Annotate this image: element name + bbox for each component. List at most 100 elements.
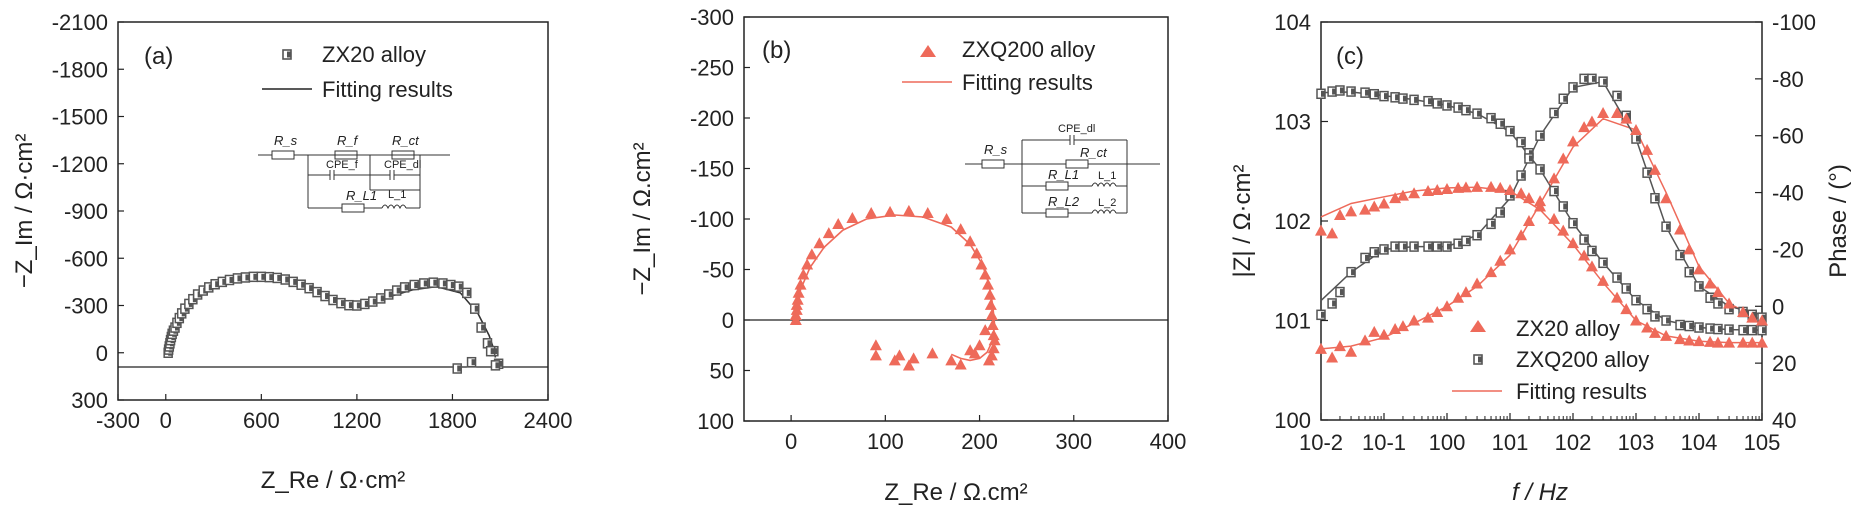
y-tick-label: 101 [1274, 309, 1311, 334]
data-point-fill [309, 285, 313, 292]
data-point-fill [1402, 243, 1407, 250]
data-point-fill [1414, 96, 1418, 103]
data-point [869, 339, 882, 351]
data-point-fill [261, 273, 265, 280]
data-point [1548, 172, 1561, 184]
panel-a-y-axis: -2100 -1800 -1500 -1200 -900 -600 -300 0 300 [52, 10, 124, 413]
data-point [869, 349, 882, 361]
data-point-fill [1351, 269, 1355, 276]
data-point-fill [1437, 100, 1441, 107]
x-tick-label: 100 [1429, 430, 1466, 455]
panel-a-label: (a) [144, 43, 173, 70]
data-point [1441, 300, 1453, 312]
data-point-fill [1465, 107, 1470, 114]
data-point [945, 354, 958, 366]
data-point-fill [237, 275, 241, 282]
panel-c-legend: ZX20 alloy ZXQ200 alloy Fitting results [1452, 316, 1649, 404]
data-point-fill [1540, 132, 1544, 139]
data-point [1704, 277, 1717, 289]
data-point-fill [1365, 254, 1369, 261]
data-point-fill [253, 273, 257, 280]
data-point-fill [340, 300, 345, 307]
data-point-fill [1563, 203, 1567, 210]
data-point [1333, 208, 1346, 220]
data-point-fill [222, 278, 226, 285]
data-point [1578, 121, 1591, 133]
data-point-fill [433, 279, 437, 286]
legend-marker-square-fill [287, 51, 291, 58]
data-point-fill [1680, 322, 1684, 329]
data-point-fill [1680, 252, 1684, 259]
data-point-fill [458, 283, 463, 290]
data-point [791, 293, 804, 305]
data-point-fill [1332, 88, 1336, 95]
data-point-fill [1384, 246, 1388, 253]
data-point-fill [1374, 91, 1378, 98]
data-point-fill [1339, 289, 1344, 296]
legend-entry-zx20: ZX20 alloy [322, 42, 426, 67]
data-point [1620, 303, 1633, 315]
data-point-fill [1374, 249, 1378, 256]
y-tick-label: -1200 [52, 152, 108, 177]
panel-c-bode: 10-2 10-1 100 101 102 103 104 105 1001011021031… [1229, 10, 1852, 506]
data-point-fill [1528, 155, 1533, 162]
y-tick-label: 103 [1274, 110, 1311, 135]
data-point-fill [333, 296, 337, 303]
data-point-fill [1458, 104, 1462, 111]
data-point-fill [1437, 243, 1441, 250]
y2-tick-label: 0 [1772, 294, 1784, 319]
data-point-fill [1647, 169, 1651, 176]
data-point-fill [414, 282, 418, 289]
data-point-fill [1477, 232, 1481, 239]
data-point-fill [1699, 283, 1703, 290]
data-point-fill [277, 274, 281, 281]
data-point-fill [1636, 135, 1640, 142]
data-point [1422, 311, 1435, 323]
data-point [940, 213, 953, 224]
data-point-fill [293, 278, 297, 285]
data-point [979, 268, 992, 280]
legend-marker-triangle [920, 45, 936, 57]
data-point-fill [1591, 75, 1596, 82]
legend-entry-zxq200: ZXQ200 alloy [962, 37, 1095, 62]
data-point [1693, 335, 1705, 347]
x-tick-label: -300 [96, 408, 140, 433]
data-point-fill [442, 280, 447, 287]
data-point [907, 352, 920, 364]
data-point [1683, 243, 1696, 255]
data-point-fill [1752, 311, 1756, 318]
panel-c-x-axis-label: f / Hz [1512, 479, 1568, 506]
panel-b-frame [743, 16, 1169, 422]
panel-a-y-axis-label: −Z_Im / Ω·cm² [11, 134, 38, 289]
data-point-fill [229, 276, 233, 283]
data-point [964, 344, 977, 356]
resistor-rct [1065, 159, 1089, 169]
data-point [1674, 333, 1687, 345]
data-point-fill [396, 287, 401, 294]
data-point-fill [1710, 294, 1714, 301]
data-point [902, 204, 915, 216]
y-tick-label: -1500 [52, 105, 108, 130]
data-point-fill [1554, 109, 1558, 116]
data-point [1578, 249, 1591, 261]
data-point-fill [471, 359, 476, 366]
data-point-fill [1717, 300, 1722, 307]
data-point-fill [1458, 240, 1462, 247]
data-point [987, 329, 1000, 341]
data-point [1756, 314, 1768, 326]
svg-text:R_f: R_f [337, 133, 359, 148]
data-point [982, 354, 995, 366]
data-point-fill [1428, 243, 1432, 250]
y-tick-label: 104 [1274, 10, 1311, 35]
data-point [1515, 229, 1528, 241]
data-point-fill [1729, 306, 1733, 313]
data-point-fill [423, 280, 428, 287]
resistor-rf [334, 150, 358, 160]
data-point-fill [356, 302, 361, 309]
data-point-fill [1321, 90, 1325, 97]
panel-c-fit-curves [1320, 80, 1763, 350]
data-point-fill [317, 289, 321, 296]
legend-entry-zx20: ZX20 alloy [1516, 316, 1620, 341]
data-point-fill [215, 281, 219, 288]
data-point [1585, 115, 1598, 127]
